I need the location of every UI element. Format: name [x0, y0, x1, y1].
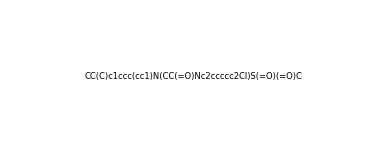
Text: CC(C)c1ccc(cc1)N(CC(=O)Nc2ccccc2Cl)S(=O)(=O)C: CC(C)c1ccc(cc1)N(CC(=O)Nc2ccccc2Cl)S(=O)… — [85, 73, 302, 81]
